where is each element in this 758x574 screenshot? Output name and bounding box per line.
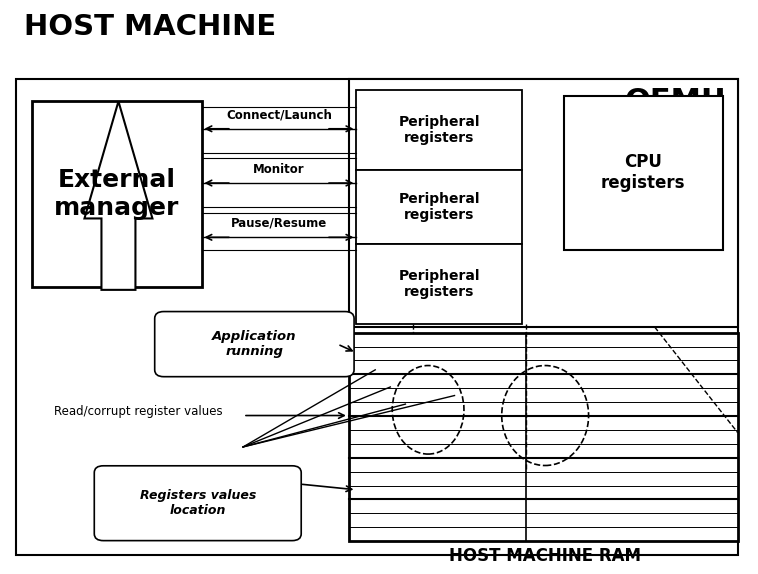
Text: Peripheral
registers: Peripheral registers: [399, 269, 480, 299]
Bar: [349, 79, 738, 327]
Bar: [32, 102, 202, 287]
Text: External
manager: External manager: [54, 168, 179, 220]
Text: HOST MACHINE: HOST MACHINE: [24, 13, 277, 41]
Text: Registers values
location: Registers values location: [139, 489, 256, 517]
Text: Peripheral
registers: Peripheral registers: [399, 115, 480, 145]
Text: Connect/Launch: Connect/Launch: [226, 108, 332, 121]
Polygon shape: [84, 102, 152, 290]
Bar: [356, 244, 522, 324]
Text: Peripheral
registers: Peripheral registers: [399, 192, 480, 222]
Bar: [349, 333, 738, 541]
FancyBboxPatch shape: [155, 312, 354, 377]
Bar: [17, 79, 738, 556]
Bar: [356, 90, 522, 170]
Bar: [356, 170, 522, 244]
Bar: [564, 96, 722, 250]
Text: Pause/Resume: Pause/Resume: [230, 217, 327, 230]
Text: Application
running: Application running: [212, 330, 296, 358]
Text: Monitor: Monitor: [253, 162, 305, 176]
Text: Read/corrupt register values: Read/corrupt register values: [55, 405, 223, 418]
Text: CPU
registers: CPU registers: [601, 153, 685, 192]
Text: HOST MACHINE RAM: HOST MACHINE RAM: [449, 547, 641, 565]
FancyBboxPatch shape: [94, 466, 301, 541]
Text: QEMU: QEMU: [625, 87, 726, 116]
